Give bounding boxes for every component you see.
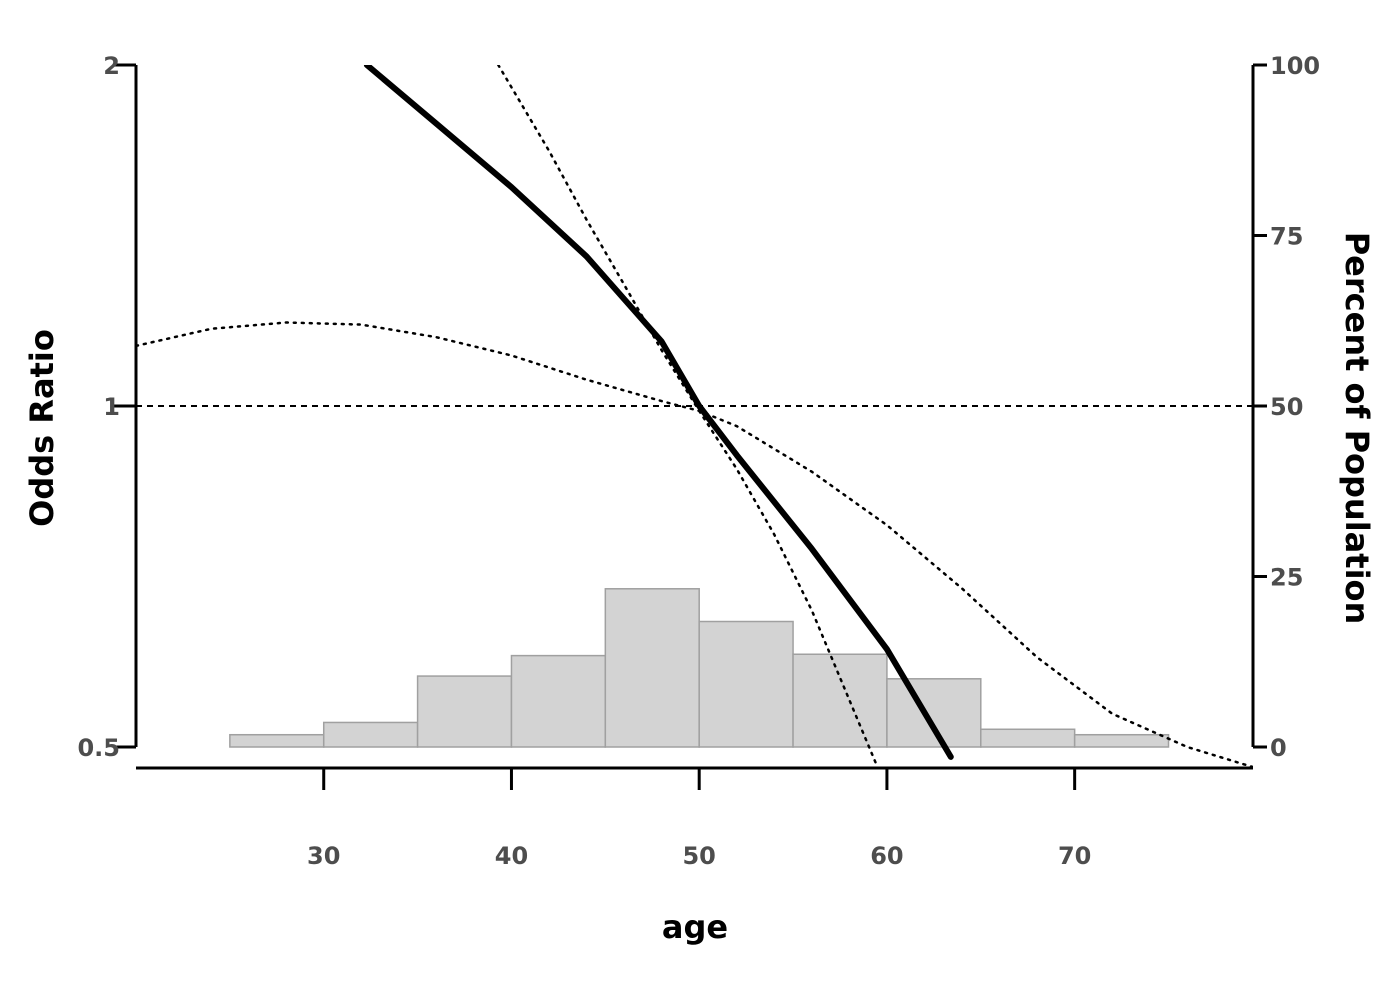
x-tick-label: 40 (495, 842, 528, 870)
histogram-bar (980, 728, 1076, 748)
y-tick-label: 1 (103, 393, 120, 421)
histogram-bar (322, 721, 419, 748)
histogram-bar (886, 678, 982, 748)
histogram-bar (1073, 733, 1170, 748)
y2-axis-title: Percent of Population (1338, 232, 1376, 625)
histogram-layer (229, 588, 1170, 748)
x-axis-title: age (662, 908, 728, 946)
histogram-bar (604, 588, 700, 748)
estimate-line (363, 65, 954, 760)
x-tick-label: 60 (870, 842, 903, 870)
histogram-bar (698, 620, 794, 748)
y-tick-label: 2 (103, 52, 120, 80)
histogram-bar (510, 654, 607, 748)
y2-tick-label: 50 (1270, 393, 1303, 421)
estimate-layer (363, 65, 954, 760)
y2-tick-label: 25 (1270, 564, 1303, 592)
x-tick-label: 70 (1058, 842, 1091, 870)
histogram-bar (792, 653, 888, 748)
x-tick-label: 50 (682, 842, 715, 870)
x-tick-label: 30 (307, 842, 340, 870)
histogram-bar (416, 675, 513, 748)
y-tick-label: 0.5 (77, 734, 120, 762)
y-axis-title: Odds Ratio (23, 329, 61, 527)
histogram-bar (229, 733, 325, 748)
y2-tick-label: 75 (1270, 223, 1303, 251)
y2-tick-label: 0 (1270, 734, 1287, 762)
axes-layer: 30 40 50 60 70 0.5 1 2 0 25 50 75 100 (77, 52, 1320, 870)
y2-tick-label: 100 (1270, 52, 1320, 80)
